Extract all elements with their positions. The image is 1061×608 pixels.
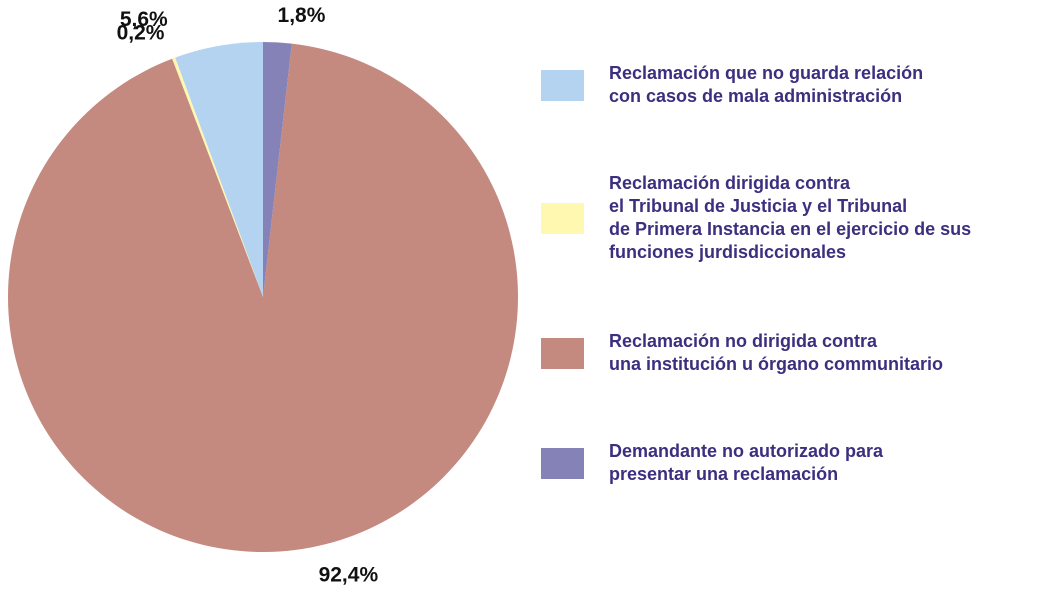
legend-item: Reclamación dirigida contra el Tribunal … bbox=[541, 172, 971, 264]
pie-chart: 5,6%0,2% 92,4% 1,8% bbox=[8, 4, 519, 586]
pie-slice bbox=[175, 42, 263, 297]
legend-swatch bbox=[541, 69, 584, 101]
data-label: 5,6% bbox=[120, 8, 168, 31]
data-label: 92,4% bbox=[319, 563, 379, 586]
data-label: 0,2% bbox=[117, 21, 165, 44]
pie-slice bbox=[172, 57, 263, 298]
pie-slice bbox=[263, 42, 292, 297]
legend-item: Reclamación que no guarda relación con c… bbox=[541, 62, 923, 108]
legend-swatch bbox=[541, 337, 584, 369]
legend-label: Demandante no autorizado para presentar … bbox=[609, 441, 884, 484]
legend-item: Demandante no autorizado para presentar … bbox=[541, 440, 883, 486]
legend-item: Reclamación no dirigida contra una insti… bbox=[541, 330, 943, 376]
legend-swatch bbox=[541, 202, 584, 234]
legend-swatch bbox=[541, 447, 584, 479]
data-label: 1,8% bbox=[278, 4, 326, 27]
pie-slice bbox=[8, 43, 519, 553]
legend-label: Reclamación que no guarda relación con c… bbox=[609, 63, 924, 106]
legend-label: Reclamación dirigida contra el Tribunal … bbox=[609, 173, 972, 262]
legend-label: Reclamación no dirigida contra una insti… bbox=[609, 331, 944, 374]
